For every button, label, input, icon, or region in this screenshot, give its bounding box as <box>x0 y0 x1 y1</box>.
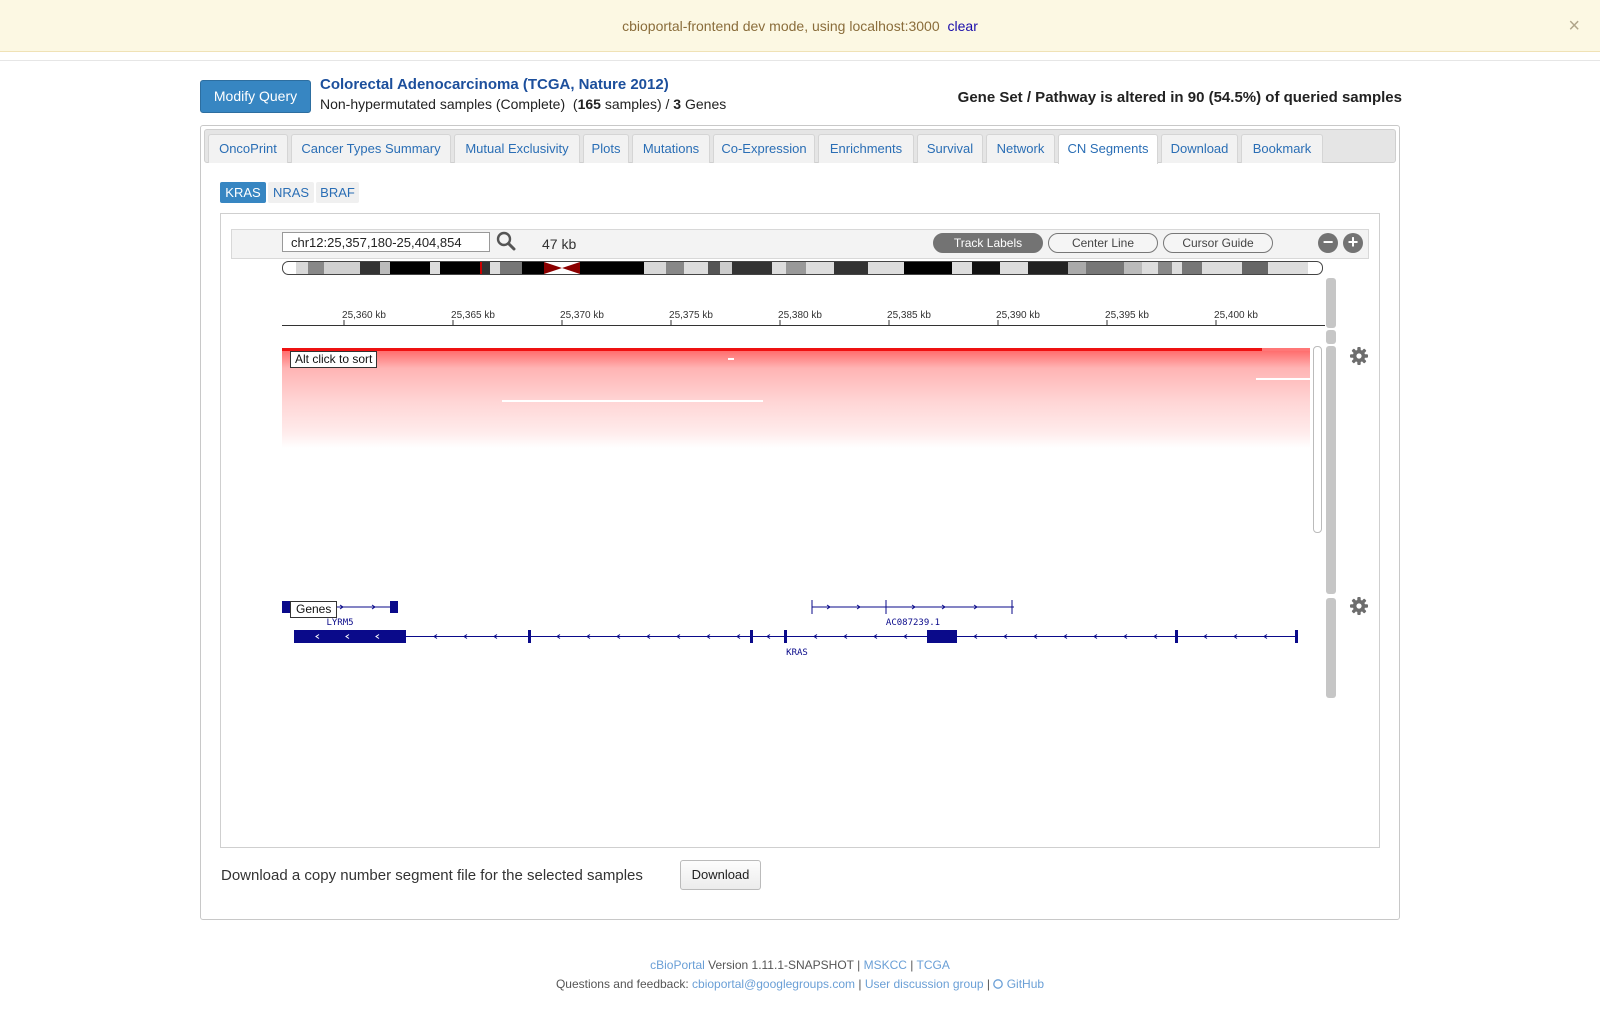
divider <box>0 60 1600 61</box>
tab-oncoprint[interactable]: OncoPrint <box>208 134 288 163</box>
segment-track-scrollbar[interactable] <box>1326 346 1336 594</box>
user-group-link[interactable]: User discussion group <box>864 977 984 991</box>
tab-survival[interactable]: Survival <box>917 134 983 163</box>
zoom-in-icon[interactable]: + <box>1343 233 1363 253</box>
gene-annotation-track[interactable] <box>282 598 1312 658</box>
gene-track-scrollbar[interactable] <box>1326 598 1336 698</box>
ruler-tick-label: 25,380 kb <box>778 310 822 321</box>
tab-plots[interactable]: Plots <box>583 134 629 163</box>
segment-gap <box>728 358 734 360</box>
segment-gap <box>1256 378 1310 380</box>
tab-network[interactable]: Network <box>986 134 1055 163</box>
ruler-tick-label: 25,385 kb <box>887 310 931 321</box>
segment-amplification-line <box>282 348 1262 351</box>
locus-input[interactable]: chr12:25,357,180-25,404,854 <box>282 232 490 252</box>
ruler-scrollbar[interactable] <box>1326 278 1336 328</box>
gene-tab-braf[interactable]: BRAF <box>316 182 359 203</box>
download-button[interactable]: Download <box>680 860 761 890</box>
download-description: Download a copy number segment file for … <box>221 867 643 884</box>
feedback-text: Questions and feedback: <box>555 977 689 991</box>
github-link[interactable]: GitHub <box>1006 977 1045 991</box>
scrollbar-divider <box>1326 330 1336 344</box>
study-summary: Non-hypermutated samples (Complete) (165… <box>320 96 727 112</box>
study-title-link[interactable]: Colorectal Adenocarcinoma (TCGA, Nature … <box>320 76 669 93</box>
search-icon[interactable] <box>495 230 517 252</box>
github-icon <box>993 979 1004 989</box>
gene-track-label[interactable]: Genes <box>290 601 338 618</box>
ruler-tick-label: 25,375 kb <box>669 310 713 321</box>
window-width-label: 47 kb <box>542 236 577 252</box>
samples-word: samples <box>604 96 657 112</box>
gene-tab-kras[interactable]: KRAS <box>220 182 266 203</box>
dev-mode-message: cbioportal-frontend dev mode, using loca… <box>622 18 940 34</box>
sample-count: 165 <box>577 96 601 112</box>
gene-tab-nras[interactable]: NRAS <box>268 182 314 203</box>
modify-query-button[interactable]: Modify Query <box>200 80 311 113</box>
sample-set-name: Non-hypermutated samples (Complete) <box>320 96 566 112</box>
footer-separator: | <box>986 977 991 991</box>
results-panel: OncoPrint Cancer Types Summary Mutual Ex… <box>200 125 1400 920</box>
ruler-tick-label: 25,390 kb <box>996 310 1040 321</box>
tab-enrichments[interactable]: Enrichments <box>818 134 914 163</box>
chromosome-ideogram[interactable] <box>282 261 1323 275</box>
segment-gap <box>502 400 763 402</box>
ruler-tick-label: 25,365 kb <box>451 310 495 321</box>
tab-download[interactable]: Download <box>1161 134 1238 163</box>
ruler-tick-label: 25,395 kb <box>1105 310 1149 321</box>
tab-co-expression[interactable]: Co-Expression <box>713 134 815 163</box>
ruler-tick-label: 25,370 kb <box>560 310 604 321</box>
ruler-tick-label: 25,400 kb <box>1214 310 1258 321</box>
footer-feedback-line: Questions and feedback: cbioportal@googl… <box>0 977 1600 991</box>
tcga-link[interactable]: TCGA <box>916 958 950 972</box>
footer-separator: | <box>858 977 862 991</box>
cbioportal-link[interactable]: cBioPortal <box>650 958 705 972</box>
segment-edge <box>1262 348 1310 351</box>
segment-track-label[interactable]: Alt click to sort <box>290 351 378 368</box>
tab-cn-segments[interactable]: CN Segments <box>1058 134 1158 164</box>
footer-separator: | <box>910 958 914 972</box>
segment-scroll-thumb[interactable] <box>1313 346 1322 533</box>
track-labels-toggle[interactable]: Track Labels <box>933 233 1043 253</box>
gear-icon[interactable] <box>1349 596 1369 616</box>
tab-mutations[interactable]: Mutations <box>632 134 710 163</box>
gear-icon[interactable] <box>1349 346 1369 366</box>
version-text: Version 1.11.1-SNAPSHOT <box>708 958 854 972</box>
tab-cancer-types-summary[interactable]: Cancer Types Summary <box>291 134 451 163</box>
mskcc-link[interactable]: MSKCC <box>863 958 907 972</box>
close-icon[interactable]: × <box>1568 15 1580 37</box>
zoom-out-icon[interactable]: − <box>1318 233 1338 253</box>
center-line-toggle[interactable]: Center Line <box>1048 233 1158 253</box>
gene-name-kras[interactable]: KRAS <box>786 648 808 658</box>
results-tab-bar: OncoPrint Cancer Types Summary Mutual Ex… <box>204 129 1396 164</box>
cursor-guide-toggle[interactable]: Cursor Guide <box>1163 233 1273 253</box>
gene-name-ac087239[interactable]: AC087239.1 <box>885 618 941 628</box>
ruler-track <box>282 320 1325 326</box>
tab-bookmark[interactable]: Bookmark <box>1241 134 1323 163</box>
copy-number-segment-track[interactable] <box>282 348 1310 448</box>
clear-link[interactable]: clear <box>947 18 978 34</box>
dev-mode-banner: cbioportal-frontend dev mode, using loca… <box>0 0 1600 52</box>
footer-separator: | <box>857 958 861 972</box>
footer-version-line: cBioPortal Version 1.11.1-SNAPSHOT | MSK… <box>0 958 1600 972</box>
altered-summary: Gene Set / Pathway is altered in 90 (54.… <box>957 89 1402 106</box>
email-link[interactable]: cbioportal@googlegroups.com <box>692 977 855 991</box>
ruler-tick-label: 25,360 kb <box>342 310 386 321</box>
gene-count: 3 <box>673 96 682 112</box>
tab-mutual-exclusivity[interactable]: Mutual Exclusivity <box>454 134 580 163</box>
genes-word: Genes <box>684 96 727 112</box>
igv-viewer <box>220 213 1380 848</box>
gene-name-lyrm5[interactable]: LYRM5 <box>326 618 354 628</box>
